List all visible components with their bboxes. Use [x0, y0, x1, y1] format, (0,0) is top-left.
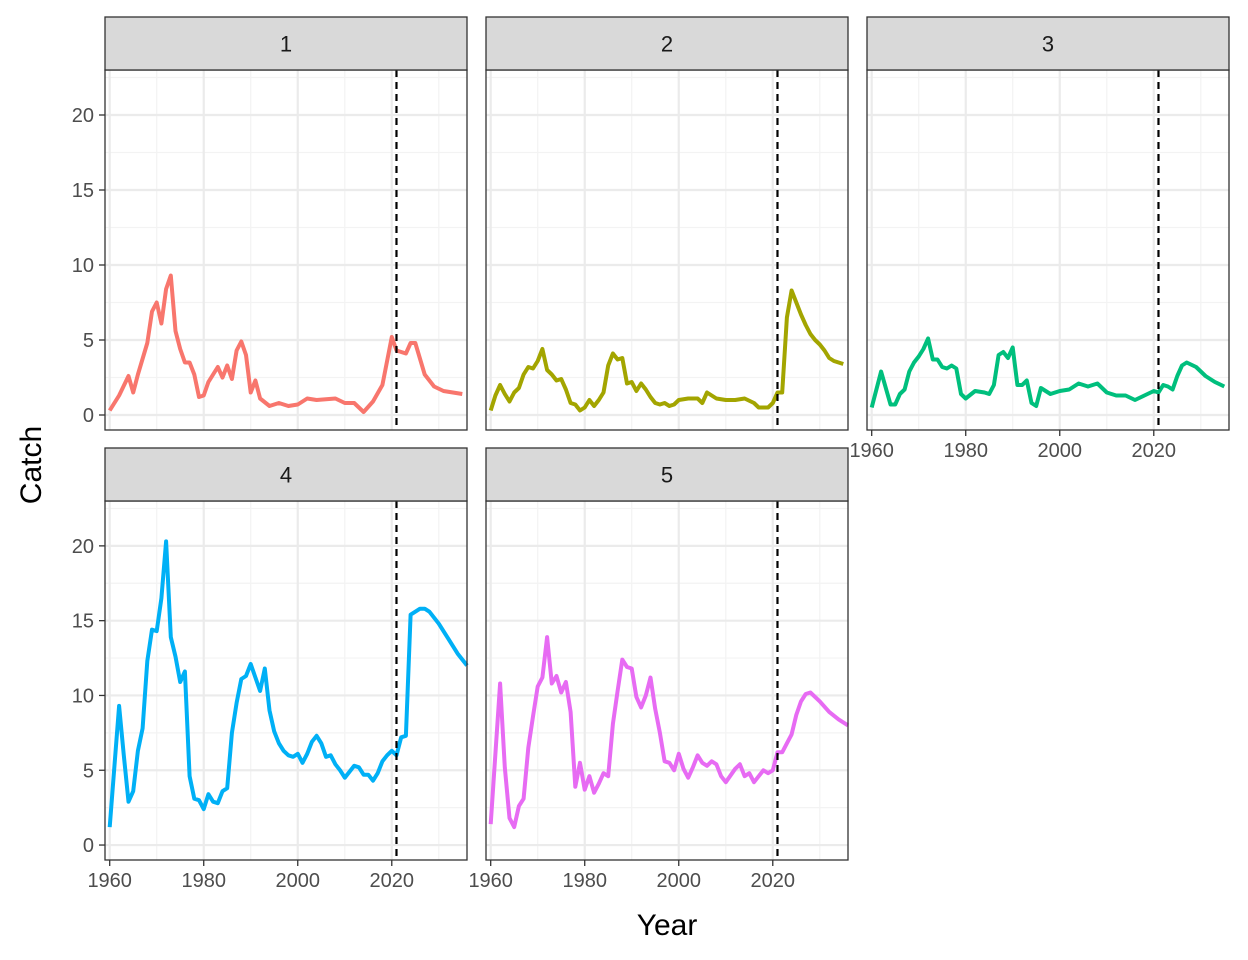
- y-tick-label: 15: [72, 180, 94, 202]
- x-tick-label: 2000: [1038, 440, 1083, 462]
- series-line-1: [108, 273, 463, 414]
- series-line-4: [107, 539, 469, 828]
- series-line-2: [488, 288, 844, 413]
- x-tick-label: 2000: [657, 870, 702, 892]
- x-tick-label: 2020: [1132, 440, 1177, 462]
- x-tick-label: 2020: [751, 870, 796, 892]
- facet-strip-label: 2: [661, 32, 673, 57]
- facet-strip: [866, 16, 1230, 71]
- panel-5: 5 1960 1980 2000 2020: [468, 447, 850, 892]
- y-tick-label: 5: [83, 330, 94, 352]
- y-tick-label: 20: [72, 105, 94, 127]
- panel-background: [105, 70, 467, 430]
- x-axis-title: Year: [637, 909, 698, 942]
- y-tick-label: 0: [83, 405, 94, 427]
- x-tick-label: 1960: [87, 870, 132, 892]
- x-tick-label: 1980: [943, 440, 988, 462]
- panel-background: [486, 501, 848, 860]
- facet-strip: [104, 16, 468, 71]
- panel-2: 2: [485, 16, 849, 431]
- panel-4: 4 0 5 10 15 20 1960 1980 2000 2020: [72, 447, 469, 892]
- facet-strip-label: 4: [280, 463, 292, 488]
- x-tick-label: 1960: [849, 440, 894, 462]
- facet-strip-label: 1: [280, 32, 292, 57]
- y-tick-label: 5: [83, 760, 94, 782]
- facet-strip: [104, 447, 468, 502]
- facet-strip: [485, 447, 849, 502]
- panel-3: 3 1960 1980 2000 2020: [849, 16, 1230, 462]
- x-tick-label: 2000: [276, 870, 321, 892]
- x-tick-label: 2020: [370, 870, 415, 892]
- x-tick-label: 1980: [562, 870, 607, 892]
- x-tick-label: 1980: [181, 870, 226, 892]
- x-tick-label: 1960: [468, 870, 513, 892]
- y-tick-label: 20: [72, 536, 94, 558]
- y-tick-label: 10: [72, 255, 94, 277]
- panel-background: [867, 70, 1229, 430]
- series-line-3: [869, 336, 1226, 409]
- y-tick-label: 0: [83, 835, 94, 857]
- y-axis-title: Catch: [15, 426, 48, 504]
- panel-background: [486, 70, 848, 430]
- series-line-5: [488, 635, 850, 830]
- facet-strip-label: 5: [661, 463, 673, 488]
- facet-strip: [485, 16, 849, 71]
- facet-strip-label: 3: [1042, 32, 1054, 57]
- y-tick-label: 15: [72, 611, 94, 633]
- y-tick-label: 10: [72, 685, 94, 707]
- panel-background: [105, 501, 467, 860]
